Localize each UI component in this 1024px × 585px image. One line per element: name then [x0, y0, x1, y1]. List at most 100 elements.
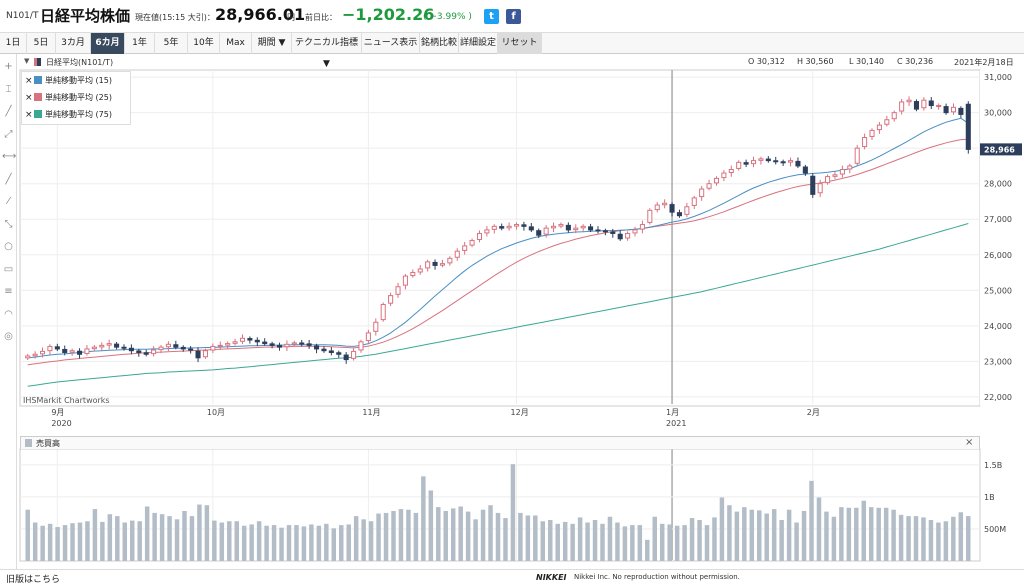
- candle-body: [454, 250, 460, 258]
- candle-body: [750, 160, 757, 165]
- candle-body: [588, 226, 594, 231]
- volume-bar: [115, 516, 120, 561]
- toolbar-item-8[interactable]: 期間 ▼: [252, 33, 292, 54]
- volume-bar: [921, 517, 926, 561]
- toolbar-item-11[interactable]: 銘柄比較: [420, 33, 459, 54]
- price-tick-label: 26,000: [984, 251, 1012, 260]
- pitchfork-icon[interactable]: ⁄: [7, 196, 10, 207]
- ohlc-high: H 30,560: [797, 57, 834, 66]
- volume-bar: [465, 511, 471, 561]
- rectangle-icon[interactable]: ○: [4, 241, 13, 252]
- toolbar-item-12[interactable]: 詳細設定: [459, 33, 498, 54]
- volume-pane-header: 売買高 ×: [20, 436, 980, 449]
- quote-header: N101/T 日経平均株価 現在値(15:15 大引)： 28,966.01 円…: [0, 0, 1024, 32]
- volume-bar: [480, 509, 486, 561]
- price-volume-chart[interactable]: 22,000 23,000 24,000 25,000 26,000 27,000 28,0…: [0, 0, 1024, 570]
- toolbar-item-0[interactable]: 1日: [0, 33, 27, 54]
- toolbar-item-1[interactable]: 5日: [27, 33, 56, 54]
- ma75-line: [27, 223, 969, 387]
- candle-body: [136, 350, 142, 353]
- remove-indicator-icon[interactable]: ×: [25, 76, 33, 86]
- volume-bar: [301, 526, 307, 561]
- candle-body: [225, 343, 231, 346]
- volume-bar: [167, 516, 172, 561]
- toolbar-item-3[interactable]: 6カ月: [91, 33, 125, 54]
- ohlc-open: O 30,312: [748, 57, 785, 66]
- facebook-icon[interactable]: f: [506, 9, 521, 24]
- price-tick-label: 23,000: [984, 357, 1012, 366]
- volume-bar: [32, 522, 38, 561]
- candle-body: [669, 204, 675, 213]
- collapse-icon[interactable]: ▼: [24, 57, 30, 65]
- close-icon[interactable]: ×: [965, 437, 974, 448]
- legacy-link[interactable]: 旧版はこちら: [6, 575, 61, 585]
- volume-bar: [286, 525, 292, 561]
- volume-tick-label: 1.5B: [984, 461, 1002, 470]
- line-icon[interactable]: ╱: [5, 106, 12, 117]
- toolbar-item-5[interactable]: 5年: [155, 33, 188, 54]
- volume-bar: [436, 507, 441, 561]
- volume-label: 売買高: [36, 439, 60, 448]
- candle-body: [906, 99, 912, 103]
- toolbar-item-2[interactable]: 3カ月: [56, 33, 91, 54]
- volume-bar: [637, 525, 643, 561]
- candle-body: [25, 355, 31, 359]
- candle-body: [91, 346, 97, 350]
- channel-icon[interactable]: ╱: [5, 173, 12, 185]
- price-axis-area: [980, 70, 1024, 406]
- ray-icon[interactable]: ⤢: [4, 128, 13, 140]
- candle-body: [114, 343, 120, 348]
- candle-body: [899, 101, 905, 112]
- remove-indicator-icon[interactable]: ×: [25, 93, 33, 103]
- axis-icon[interactable]: ◎: [4, 331, 13, 342]
- candle-body: [958, 107, 964, 115]
- candle-body: [743, 162, 749, 165]
- candle-body: [188, 348, 194, 351]
- copyright-text: Nikkei Inc. No reproduction without perm…: [574, 573, 740, 581]
- candle-body: [173, 344, 179, 348]
- candle-body: [321, 348, 327, 352]
- volume-bar: [234, 521, 239, 561]
- toolbar-item-7[interactable]: Max: [220, 33, 252, 54]
- volume-bar: [309, 524, 314, 561]
- toolbar-item-9[interactable]: テクニカル指標 ▼: [292, 33, 362, 69]
- ohlc-low: L 30,140: [849, 57, 884, 66]
- arrow-line-icon[interactable]: ⟷: [2, 151, 17, 162]
- twitter-icon[interactable]: t: [484, 9, 499, 24]
- volume-bar: [749, 509, 755, 561]
- toolbar-item-6[interactable]: 10年: [188, 33, 220, 54]
- candle-body: [758, 158, 764, 161]
- candle-body: [39, 350, 46, 355]
- remove-indicator-icon[interactable]: ×: [25, 110, 33, 120]
- volume-bar: [786, 509, 792, 561]
- arc-icon[interactable]: ≡: [4, 286, 13, 297]
- volume-bar: [503, 518, 508, 561]
- volume-tick-label: 1B: [984, 493, 995, 502]
- legend-label: 単純移動平均 (15): [45, 76, 112, 85]
- volume-bar: [129, 520, 135, 561]
- volume-bar: [928, 519, 934, 561]
- candle-body: [195, 350, 201, 359]
- crosshair-icon[interactable]: +: [4, 61, 13, 72]
- candle-body: [543, 227, 549, 235]
- candle-body: [202, 350, 208, 358]
- toolbar-item-13[interactable]: リセット: [498, 33, 542, 54]
- target-icon[interactable]: ◠: [4, 308, 13, 320]
- price-tick-label: 25,000: [984, 286, 1012, 295]
- measure-icon[interactable]: ⌶: [5, 83, 12, 95]
- volume-bar: [674, 525, 680, 561]
- candle-body: [291, 342, 297, 345]
- volume-bar: [898, 514, 904, 561]
- volume-bar: [764, 513, 769, 561]
- toolbar-item-10[interactable]: ニュース表示: [362, 33, 420, 54]
- candle-body: [854, 147, 860, 164]
- circle-icon[interactable]: ⤡: [4, 218, 13, 230]
- volume-bar: [458, 506, 463, 561]
- legend-item-0: × 単純移動平均 (15): [25, 75, 112, 87]
- drawing-tools: + ⌶ ╱ ⤢ ⟷ ╱ ⁄ ⤡ ○ ▭ ≡ ◠ ◎: [0, 54, 17, 569]
- toolbar-item-4[interactable]: 1年: [125, 33, 155, 54]
- candle-body: [810, 175, 816, 195]
- fibonacci-icon[interactable]: ▭: [3, 263, 14, 275]
- volume-bar: [622, 526, 628, 561]
- candle-body: [336, 352, 342, 355]
